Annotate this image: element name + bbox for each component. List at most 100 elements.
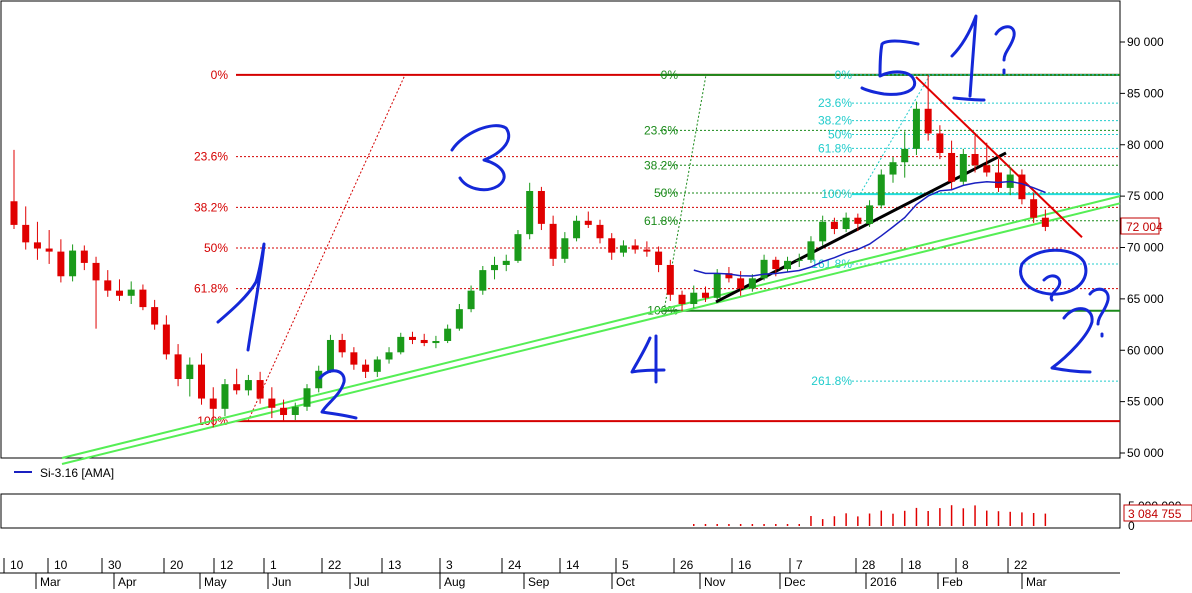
fib-level-label: 61.8% — [818, 141, 852, 155]
fib-level-label: 61.8% — [644, 214, 678, 228]
candle-body — [877, 174, 885, 206]
candle-body — [830, 221, 838, 230]
candle-body — [385, 352, 393, 360]
y-tick-label: 60 000 — [1127, 343, 1164, 357]
candle-body — [33, 242, 41, 249]
candle-body — [80, 250, 88, 263]
fib-level-label: 0% — [661, 68, 679, 82]
candle-body — [209, 398, 217, 409]
candle-body — [655, 251, 663, 265]
candle-body — [537, 190, 545, 224]
candle-body — [643, 249, 651, 252]
hand-wave-5 — [860, 39, 920, 96]
candle-body — [608, 238, 616, 253]
candle-body — [584, 220, 592, 225]
candle-body — [854, 217, 862, 224]
price-panel-frame — [0, 0, 1121, 459]
candle-body — [889, 162, 897, 175]
hand-wave-1 — [216, 242, 266, 352]
fib-level-label: 0% — [835, 68, 853, 82]
candle-body — [174, 354, 182, 380]
candle-body — [760, 259, 768, 279]
candle-body — [901, 148, 909, 163]
candle-body — [666, 264, 674, 295]
candle-body — [713, 273, 721, 298]
hand-wave-1-question — [950, 14, 1016, 102]
y-tick-label: 70 000 — [1127, 241, 1164, 255]
candle-body — [690, 292, 698, 305]
x-day-tick-label: 12 — [220, 558, 234, 572]
x-month-tick-label: May — [204, 575, 227, 589]
fib-level-label: 61.8% — [194, 282, 228, 296]
legend-entry-ama[interactable]: Si-3.16 [AMA] — [40, 466, 114, 480]
candle-body — [502, 260, 510, 265]
volume-tag-box — [1123, 504, 1192, 522]
x-day-tick-label: 24 — [508, 558, 522, 572]
candle-body — [491, 264, 499, 271]
candle-body — [186, 364, 194, 380]
candle-body — [701, 292, 709, 298]
x-day-tick-label: 26 — [680, 558, 694, 572]
candle-body — [514, 234, 522, 261]
candle-body — [479, 270, 487, 291]
volume-bars — [693, 505, 1047, 526]
candle-body — [338, 339, 346, 353]
x-day-tick-label: 22 — [1014, 558, 1028, 572]
candle-body — [936, 133, 944, 153]
x-month-tick-label: Mar — [1026, 575, 1047, 589]
fib-level-label: 23.6% — [194, 150, 228, 164]
x-day-tick-label: 7 — [796, 558, 803, 572]
candle-body — [10, 201, 18, 225]
x-day-tick-label: 10 — [54, 558, 68, 572]
x-month-tick-label: Aug — [444, 575, 465, 589]
trend-channel-upper — [61, 195, 1121, 459]
candle-body — [573, 220, 581, 239]
candle-body — [725, 273, 733, 279]
fib-level-label: 38.2% — [644, 158, 678, 172]
candle-body — [1018, 174, 1026, 200]
candle-body — [373, 359, 381, 372]
candle-body — [467, 290, 475, 310]
x-day-tick-label: 3 — [446, 558, 453, 572]
x-day-tick-label: 10 — [10, 558, 24, 572]
x-day-tick-label: 20 — [170, 558, 184, 572]
candle-body — [912, 108, 920, 149]
y-axis: 90 000 85 000 80 000 75 000 70 000 65 000 60 0… — [1120, 35, 1164, 460]
fib-level-label: 50% — [204, 241, 228, 255]
x-day-tick-label: 1 — [270, 558, 277, 572]
y-tick-label: 80 000 — [1127, 138, 1164, 152]
candle-body — [198, 364, 206, 399]
hand-wave-4 — [630, 334, 666, 384]
candle-body — [326, 339, 334, 371]
candle-body — [432, 341, 440, 344]
candle-body — [233, 384, 241, 391]
candle-body — [596, 224, 604, 239]
fib-level-label: 50% — [654, 186, 678, 200]
ama-line — [693, 180, 1046, 277]
candle-body — [994, 172, 1002, 188]
red-resistance-line — [915, 76, 1083, 238]
candle-body — [1030, 199, 1038, 218]
x-month-tick-label: Feb — [942, 575, 963, 589]
x-month-tick-label: 2016 — [870, 575, 897, 589]
hand-wave-2 — [318, 369, 358, 420]
x-month-tick-label: Dec — [784, 575, 805, 589]
fib-level-label: 161.8% — [811, 257, 852, 271]
candle-body — [807, 241, 815, 260]
fibonacci-levels: 0%23.6%38.2%50%61.8%100%0%23.6%38.2%50%6… — [194, 68, 1120, 428]
candle-body — [631, 245, 639, 250]
candle-body — [549, 223, 557, 259]
candle-body — [455, 309, 463, 329]
candle-body — [772, 259, 780, 270]
last-price-tag-box — [1120, 217, 1160, 235]
candle-body — [362, 364, 370, 372]
candle-body — [959, 153, 967, 182]
y-tick-label: 90 000 — [1127, 35, 1164, 49]
candles — [10, 74, 1049, 428]
candle-body — [268, 398, 276, 408]
x-day-tick-label: 16 — [738, 558, 752, 572]
x-day-tick-label: 28 — [862, 558, 876, 572]
candle-body — [291, 406, 299, 415]
x-day-tick-label: 14 — [566, 558, 580, 572]
